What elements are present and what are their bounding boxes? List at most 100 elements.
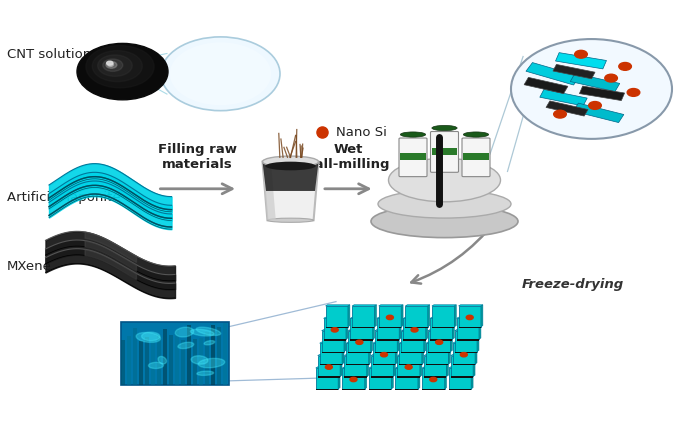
Polygon shape: [397, 329, 399, 352]
Polygon shape: [450, 329, 452, 352]
Polygon shape: [391, 367, 393, 389]
Circle shape: [405, 365, 412, 369]
Bar: [454, 352, 477, 353]
Bar: [580, 86, 624, 101]
Circle shape: [627, 89, 640, 96]
Polygon shape: [401, 329, 426, 331]
Polygon shape: [479, 317, 481, 339]
Bar: [556, 53, 606, 69]
Polygon shape: [369, 367, 393, 368]
Circle shape: [381, 352, 388, 357]
Ellipse shape: [204, 341, 215, 345]
Ellipse shape: [265, 162, 316, 171]
Bar: [424, 376, 447, 378]
Polygon shape: [372, 317, 375, 339]
Circle shape: [435, 340, 442, 345]
Polygon shape: [350, 317, 374, 319]
Ellipse shape: [198, 358, 225, 368]
Polygon shape: [379, 305, 403, 306]
FancyBboxPatch shape: [399, 138, 427, 177]
Bar: [344, 376, 367, 378]
Bar: [139, 341, 143, 385]
FancyBboxPatch shape: [320, 343, 342, 364]
Circle shape: [170, 43, 271, 105]
Bar: [428, 352, 450, 353]
Polygon shape: [432, 305, 456, 306]
Polygon shape: [262, 161, 318, 191]
Circle shape: [511, 39, 672, 139]
FancyBboxPatch shape: [316, 368, 338, 389]
Circle shape: [605, 74, 617, 82]
Bar: [346, 364, 369, 365]
Polygon shape: [352, 305, 377, 306]
Ellipse shape: [463, 132, 489, 137]
Circle shape: [86, 46, 154, 88]
Polygon shape: [481, 305, 483, 327]
Bar: [352, 327, 375, 328]
Bar: [456, 339, 479, 341]
FancyBboxPatch shape: [379, 306, 401, 327]
Ellipse shape: [178, 342, 194, 349]
Text: Artificial laponite: Artificial laponite: [7, 191, 120, 204]
Polygon shape: [370, 329, 372, 352]
FancyBboxPatch shape: [342, 368, 365, 389]
Bar: [379, 327, 401, 328]
Ellipse shape: [432, 125, 457, 131]
Ellipse shape: [196, 327, 220, 335]
Bar: [453, 364, 475, 365]
Bar: [326, 327, 348, 328]
Text: Wet
ball-milling: Wet ball-milling: [306, 143, 390, 171]
FancyBboxPatch shape: [323, 319, 346, 339]
Bar: [451, 376, 473, 378]
Ellipse shape: [141, 332, 160, 341]
Bar: [430, 339, 452, 341]
Bar: [175, 330, 179, 385]
Polygon shape: [430, 317, 454, 319]
Polygon shape: [400, 342, 424, 343]
Bar: [120, 340, 125, 385]
Bar: [373, 364, 395, 365]
FancyBboxPatch shape: [318, 355, 340, 376]
FancyBboxPatch shape: [426, 343, 449, 364]
Polygon shape: [447, 355, 449, 376]
Bar: [350, 339, 372, 341]
Polygon shape: [316, 367, 340, 368]
Polygon shape: [405, 305, 430, 306]
Polygon shape: [374, 329, 399, 331]
Circle shape: [331, 328, 338, 332]
FancyBboxPatch shape: [395, 368, 418, 389]
FancyBboxPatch shape: [369, 368, 391, 389]
Bar: [422, 389, 444, 390]
Bar: [398, 376, 420, 378]
Polygon shape: [444, 367, 447, 389]
Bar: [321, 352, 344, 353]
FancyBboxPatch shape: [350, 319, 372, 339]
FancyBboxPatch shape: [405, 306, 428, 327]
Bar: [163, 329, 167, 385]
FancyBboxPatch shape: [371, 355, 393, 376]
Bar: [193, 339, 197, 385]
Ellipse shape: [191, 356, 208, 364]
FancyBboxPatch shape: [422, 368, 444, 389]
Polygon shape: [338, 367, 340, 389]
FancyBboxPatch shape: [348, 331, 370, 352]
Bar: [342, 389, 365, 390]
Ellipse shape: [267, 218, 314, 222]
FancyBboxPatch shape: [430, 319, 452, 339]
FancyBboxPatch shape: [454, 331, 477, 352]
Polygon shape: [401, 305, 403, 327]
Polygon shape: [365, 367, 367, 389]
Bar: [369, 389, 391, 390]
Polygon shape: [377, 317, 401, 319]
Bar: [570, 73, 620, 92]
Circle shape: [98, 55, 132, 76]
Text: Freeze-drying: Freeze-drying: [522, 278, 624, 291]
Bar: [546, 101, 588, 116]
Bar: [403, 339, 426, 341]
Polygon shape: [422, 342, 423, 364]
Circle shape: [589, 102, 601, 109]
Text: CNT solution: CNT solution: [7, 48, 91, 61]
Polygon shape: [426, 317, 428, 339]
Bar: [323, 339, 346, 341]
Circle shape: [161, 37, 280, 111]
